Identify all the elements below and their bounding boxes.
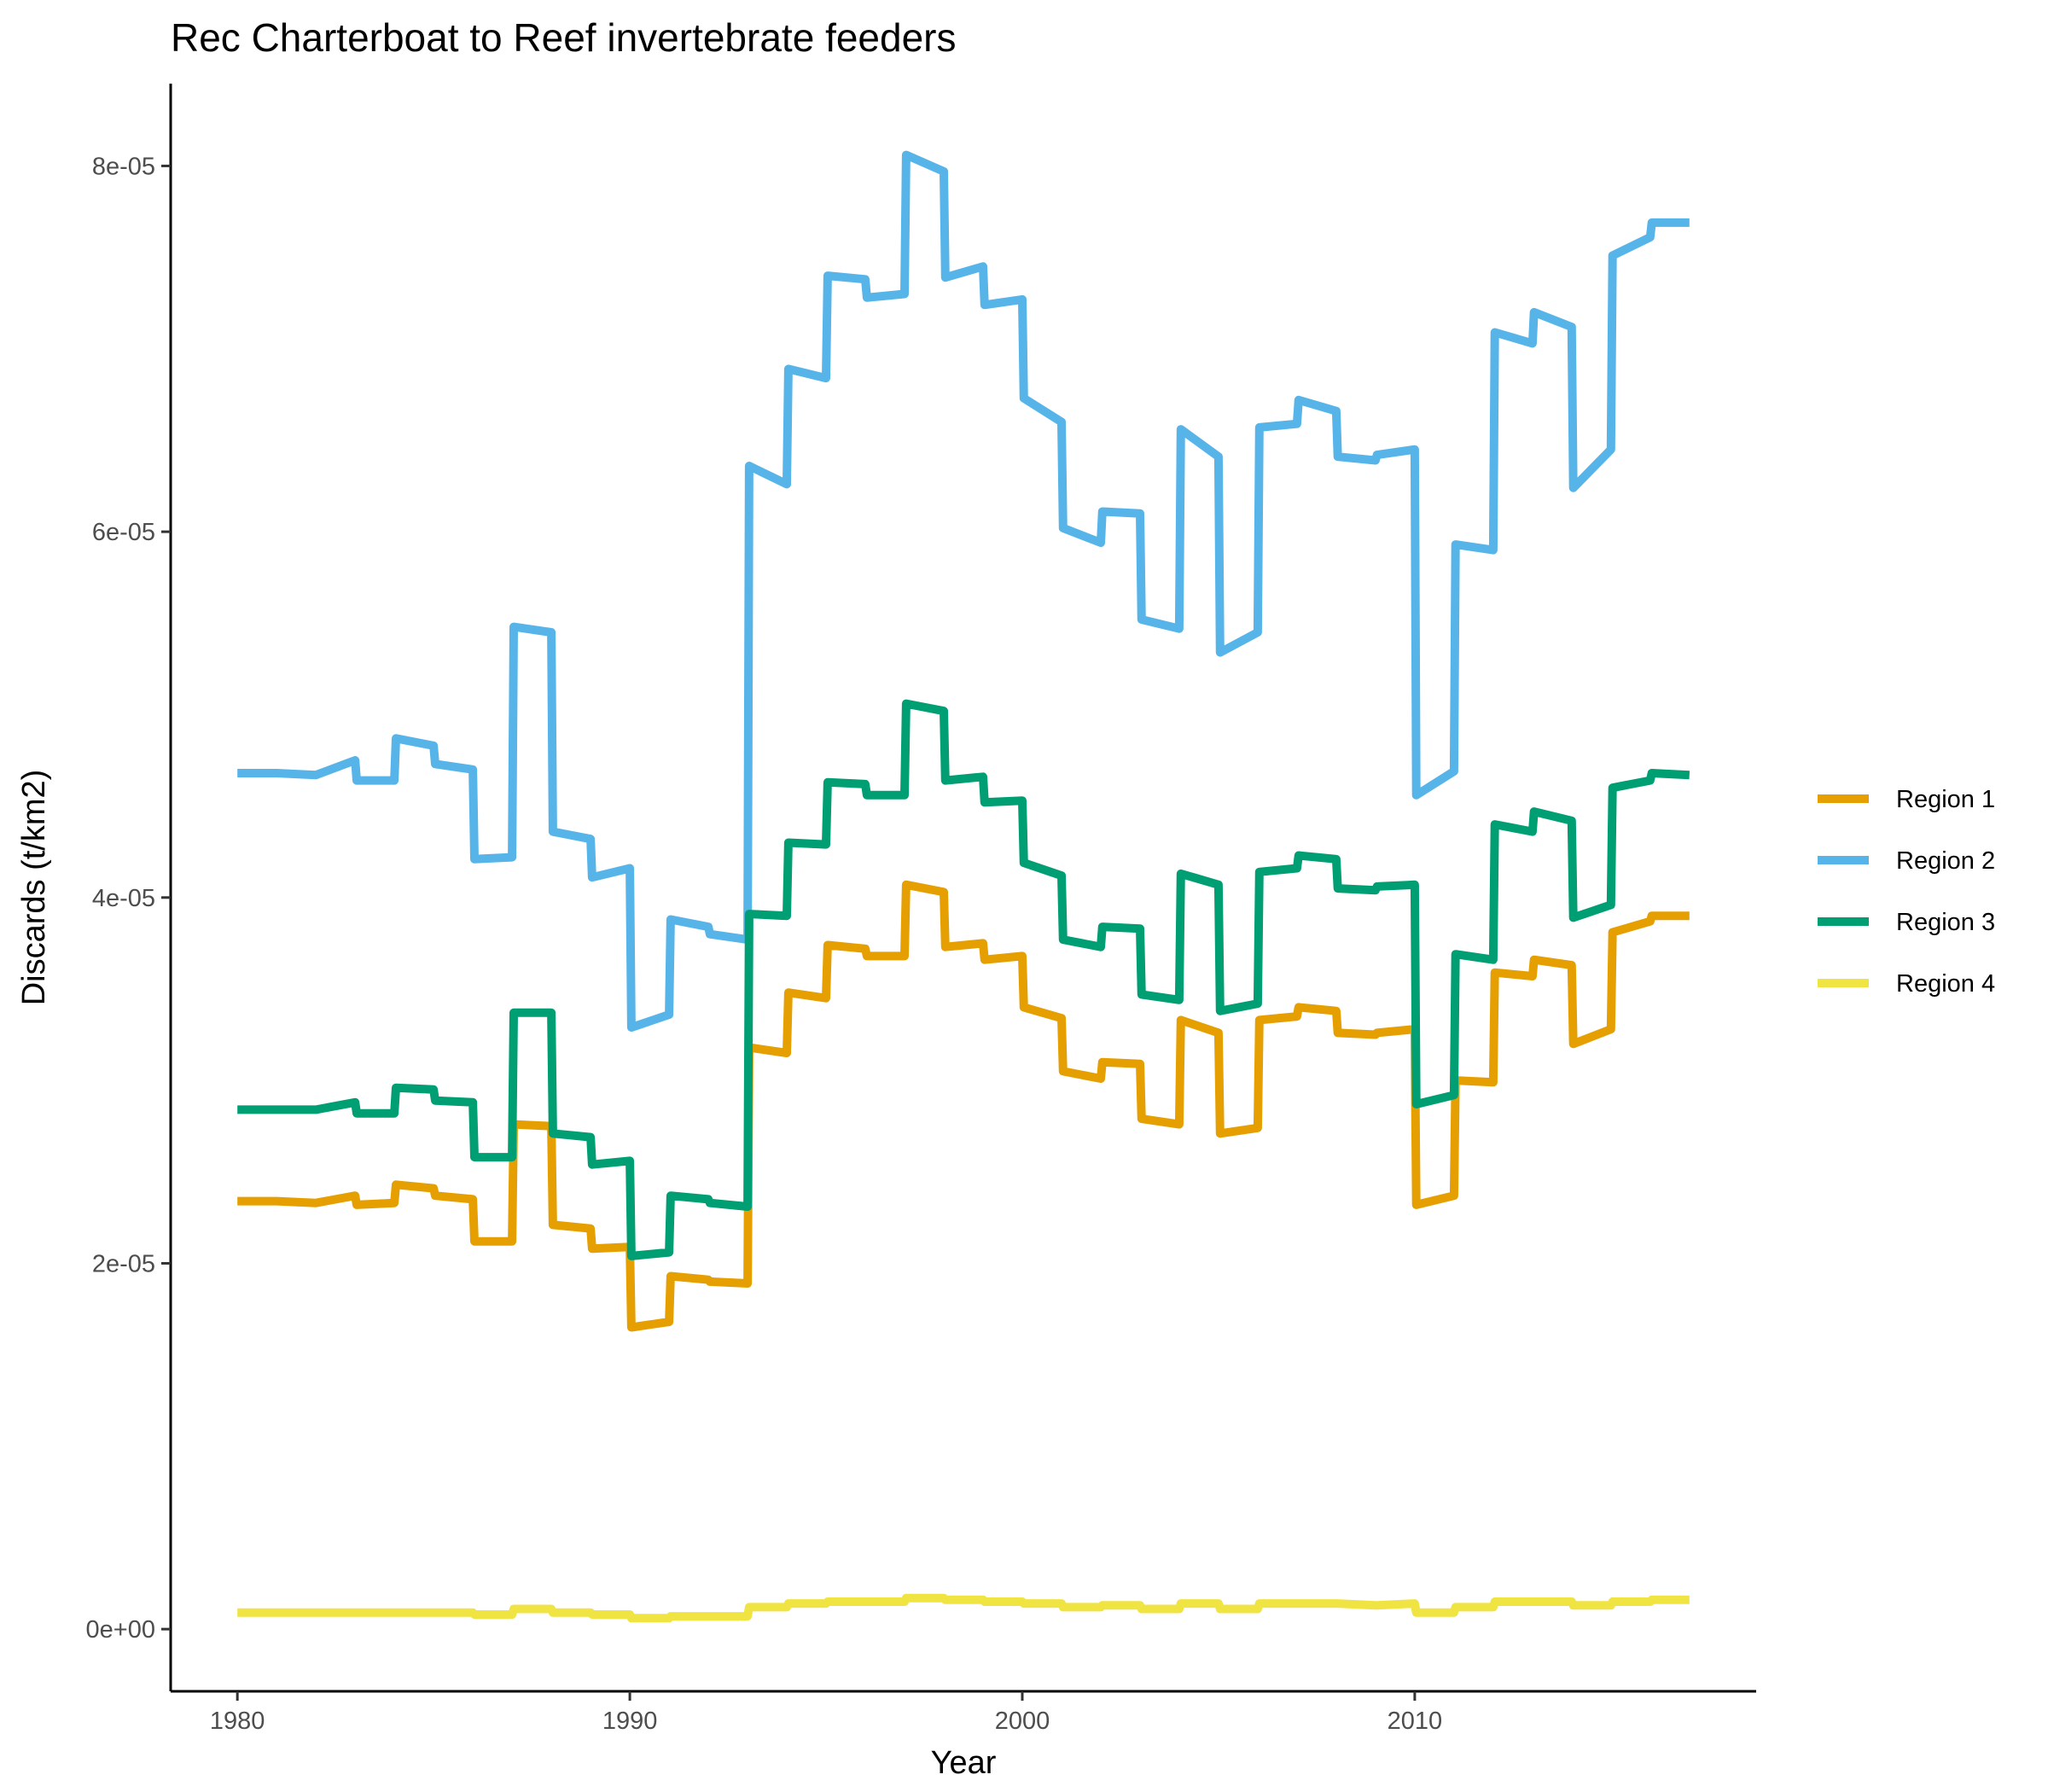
- series-line-region-4: [237, 1593, 1690, 1623]
- legend-label-region-3: Region 3: [1896, 909, 1995, 936]
- x-tick-label: 1990: [602, 1708, 658, 1735]
- series-line-region-3: [237, 699, 1690, 1260]
- legend-label-region-2: Region 2: [1896, 847, 1995, 875]
- series-line-region-1: [237, 880, 1690, 1332]
- legend: Region 1 Region 2 Region 3 Region 4: [1818, 786, 1995, 998]
- series-line-region-2: [237, 150, 1690, 1032]
- legend-label-region-4: Region 4: [1896, 970, 1995, 998]
- x-tick-label: 2010: [1388, 1708, 1443, 1735]
- plot-area: [237, 150, 1690, 1623]
- y-tick-label: 0e+00: [86, 1616, 155, 1644]
- x-axis-ticks: 1980 1990 2000 2010: [210, 1691, 1442, 1735]
- legend-label-region-1: Region 1: [1896, 786, 1995, 813]
- y-tick-label: 6e-05: [92, 519, 155, 546]
- y-axis-ticks: 0e+00 2e-05 4e-05 6e-05 8e-05: [86, 153, 171, 1644]
- y-tick-label: 8e-05: [92, 153, 155, 180]
- y-axis-title: Discards (t/km2): [16, 770, 52, 1006]
- y-tick-label: 4e-05: [92, 885, 155, 912]
- x-axis-title: Year: [931, 1745, 997, 1781]
- x-tick-label: 2000: [995, 1708, 1050, 1735]
- y-tick-label: 2e-05: [92, 1250, 155, 1277]
- chart-title: Rec Charterboat to Reef invertebrate fee…: [171, 15, 957, 60]
- x-tick-label: 1980: [210, 1708, 265, 1735]
